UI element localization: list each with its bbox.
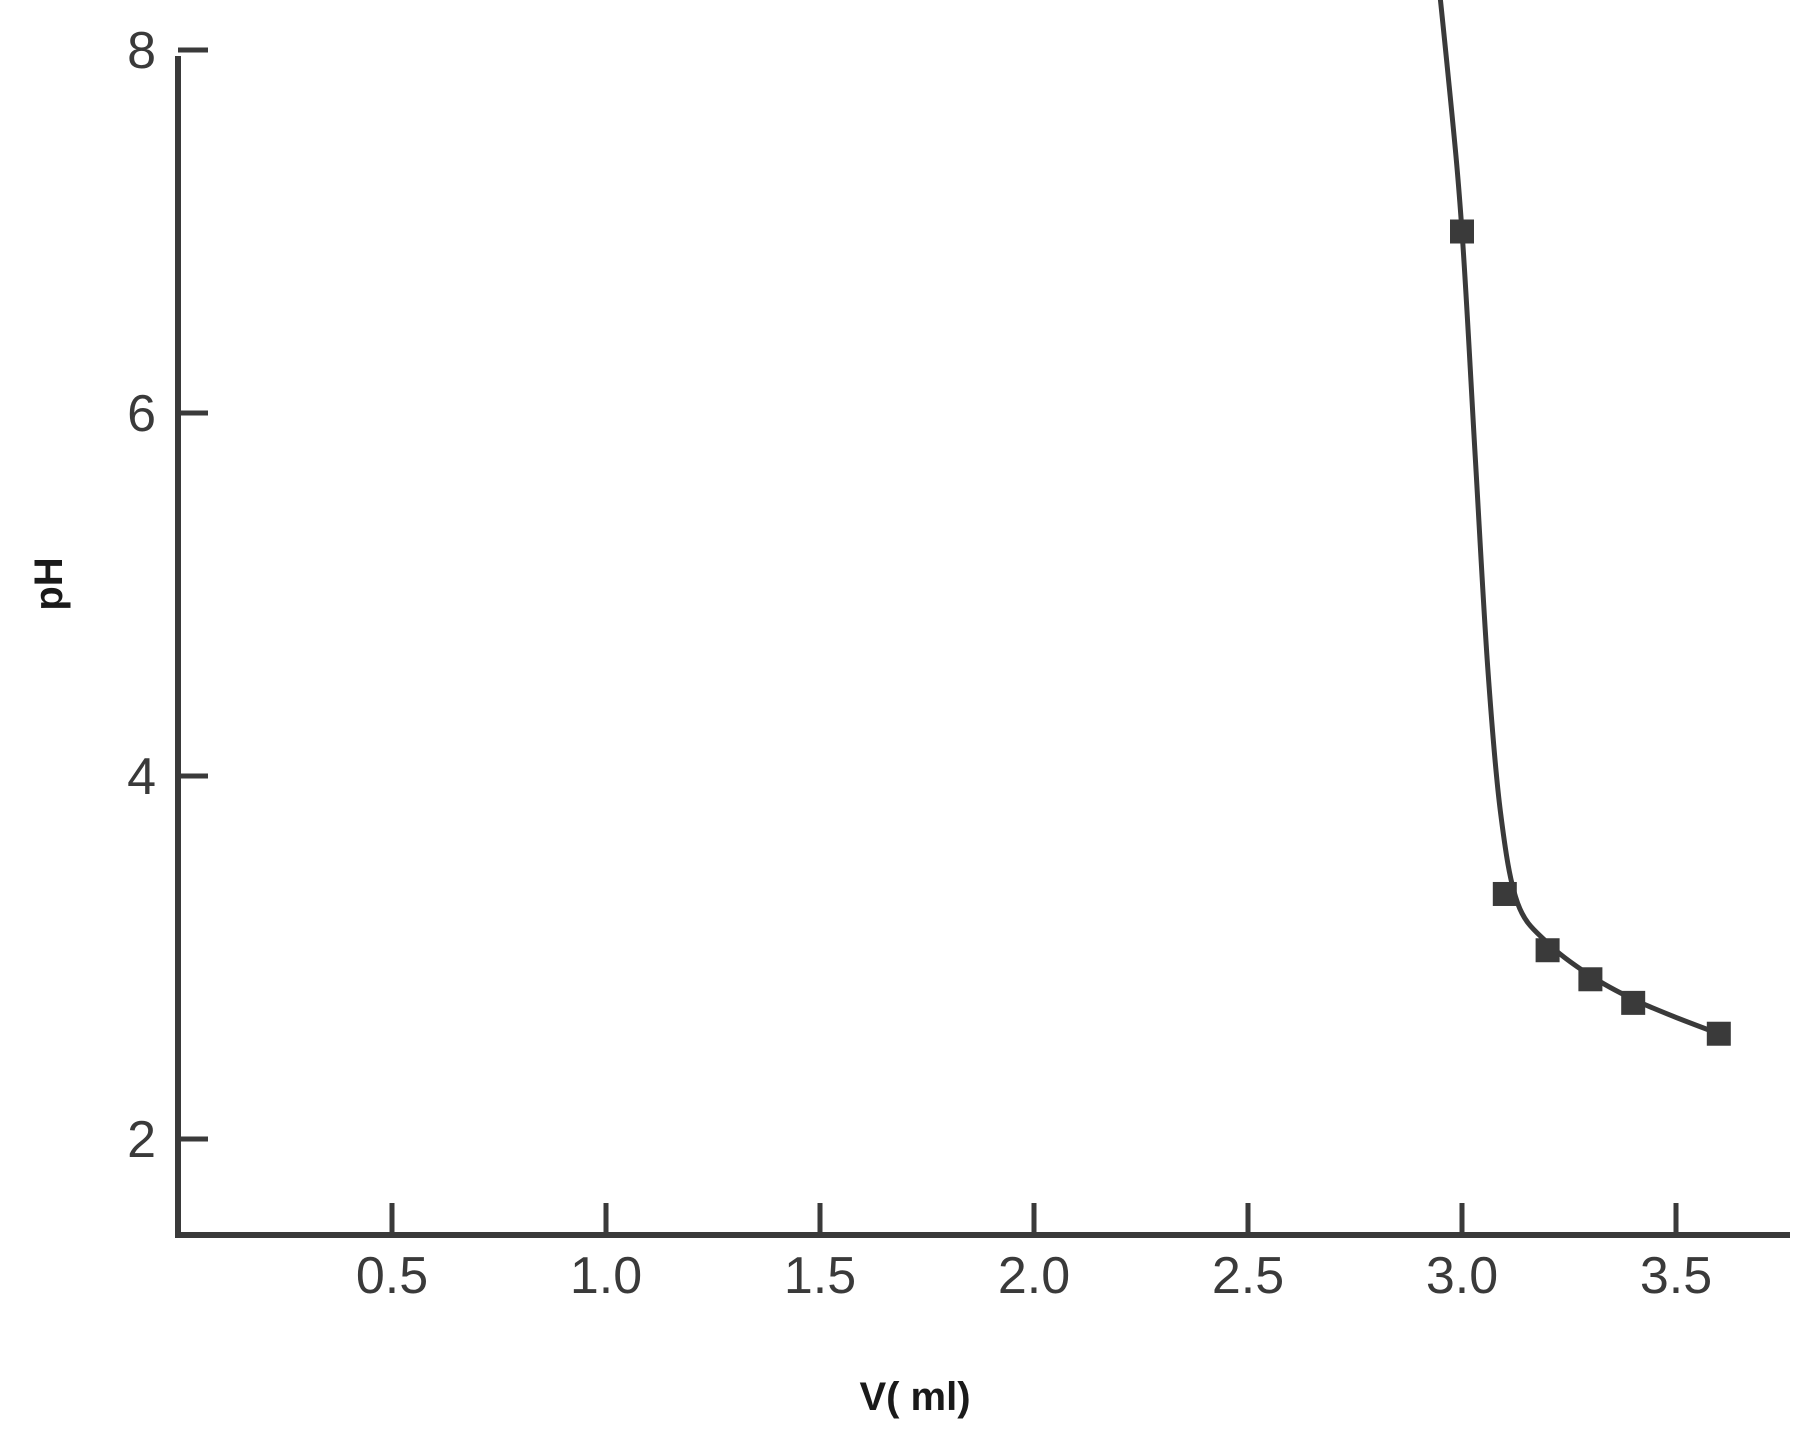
plot-area [1437, 0, 1731, 1046]
axes: 0.51.01.52.02.53.03.5 2468101214 [127, 22, 1790, 1305]
data-point-marker [1578, 967, 1603, 992]
data-point-marker [1535, 938, 1560, 963]
data-point-marker [1706, 1021, 1731, 1046]
x-tick-label: 2.0 [998, 1247, 1070, 1305]
x-axis-title: V( ml) [859, 1375, 970, 1419]
data-point-marker [1621, 990, 1646, 1015]
x-tick-label: 3.5 [1640, 1247, 1712, 1305]
x-tick-label: 2.5 [1212, 1247, 1284, 1305]
y-tick-label: 6 [127, 385, 156, 443]
data-markers [1450, 219, 1731, 1046]
x-axis-ticks: 0.5 1.0 1.5 2.0 2.5 3.0 3.5 [356, 1203, 1712, 1305]
y-axis-ticks: 2468101214 [127, 22, 208, 1169]
x-tick-label: 0.5 [356, 1247, 428, 1305]
y-tick-label: 2 [127, 1111, 156, 1169]
y-tick-label: 8 [127, 22, 156, 80]
y-tick-label: 4 [127, 748, 156, 806]
x-tick-label: 1.0 [570, 1247, 642, 1305]
x-tick-label: 3.0 [1426, 1247, 1498, 1305]
data-point-marker [1450, 219, 1474, 244]
x-tick-label: 1.5 [784, 1247, 856, 1305]
fit-curve [1437, 0, 1720, 1037]
data-point-marker [1492, 881, 1517, 906]
y-axis-title: pH [27, 557, 71, 610]
